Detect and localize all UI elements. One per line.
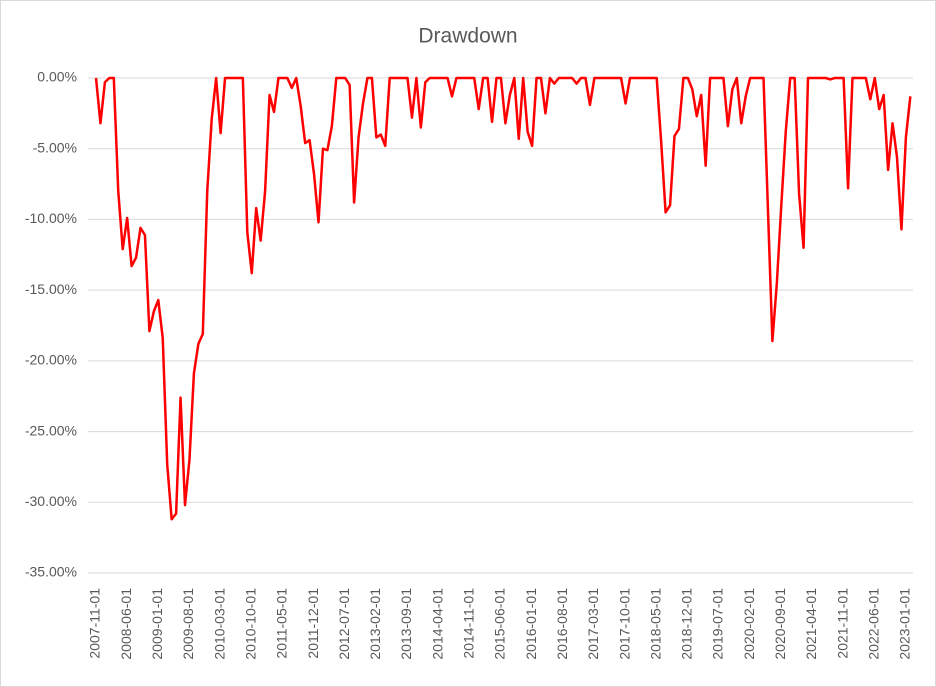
x-tick-label: 2017-03-01 (585, 588, 601, 660)
x-tick-label: 2020-09-01 (772, 588, 788, 660)
x-tick-label: 2020-02-01 (741, 588, 757, 660)
x-tick-label: 2010-03-01 (211, 588, 227, 660)
x-tick-label: 2023-01-01 (897, 588, 913, 660)
chart-title: Drawdown (418, 25, 517, 48)
x-tick-label: 2021-11-01 (834, 588, 850, 659)
x-tick-label: 2018-12-01 (679, 588, 695, 660)
y-tick-label: -25.00% (25, 422, 77, 438)
y-tick-label: -15.00% (25, 281, 77, 297)
x-tick-label: 2007-11-01 (87, 588, 103, 659)
y-tick-label: -20.00% (25, 352, 77, 368)
x-tick-label: 2018-05-01 (647, 588, 663, 660)
x-tick-label: 2008-06-01 (118, 588, 134, 660)
x-tick-label: 2013-09-01 (398, 588, 414, 660)
x-tick-label: 2011-05-01 (274, 588, 290, 659)
x-tick-label: 2014-04-01 (429, 588, 445, 660)
y-tick-label: -5.00% (33, 139, 77, 155)
data-line (94, 76, 912, 521)
y-tick-label: 0.00% (37, 69, 77, 85)
x-tick-label: 2016-08-01 (554, 588, 570, 660)
y-tick-label: -30.00% (25, 493, 77, 509)
x-tick-label: 2009-08-01 (180, 588, 196, 660)
x-tick-label: 2011-12-01 (305, 588, 321, 659)
x-tick-label: 2021-04-01 (803, 588, 819, 660)
x-tick-label: 2013-02-01 (367, 588, 383, 660)
x-tick-label: 2022-06-01 (865, 588, 881, 660)
x-tick-label: 2012-07-01 (336, 588, 352, 660)
x-tick-label: 2016-01-01 (523, 588, 539, 660)
x-tick-label: 2019-07-01 (710, 588, 726, 660)
x-tick-label: 2017-10-01 (616, 588, 632, 660)
x-tick-label: 2010-10-01 (242, 588, 258, 660)
y-tick-label: -10.00% (25, 210, 77, 226)
y-tick-label: -35.00% (25, 564, 77, 580)
x-tick-label: 2014-11-01 (461, 588, 477, 659)
x-tick-label: 2009-01-01 (149, 588, 165, 660)
x-tick-label: 2015-06-01 (492, 588, 508, 660)
